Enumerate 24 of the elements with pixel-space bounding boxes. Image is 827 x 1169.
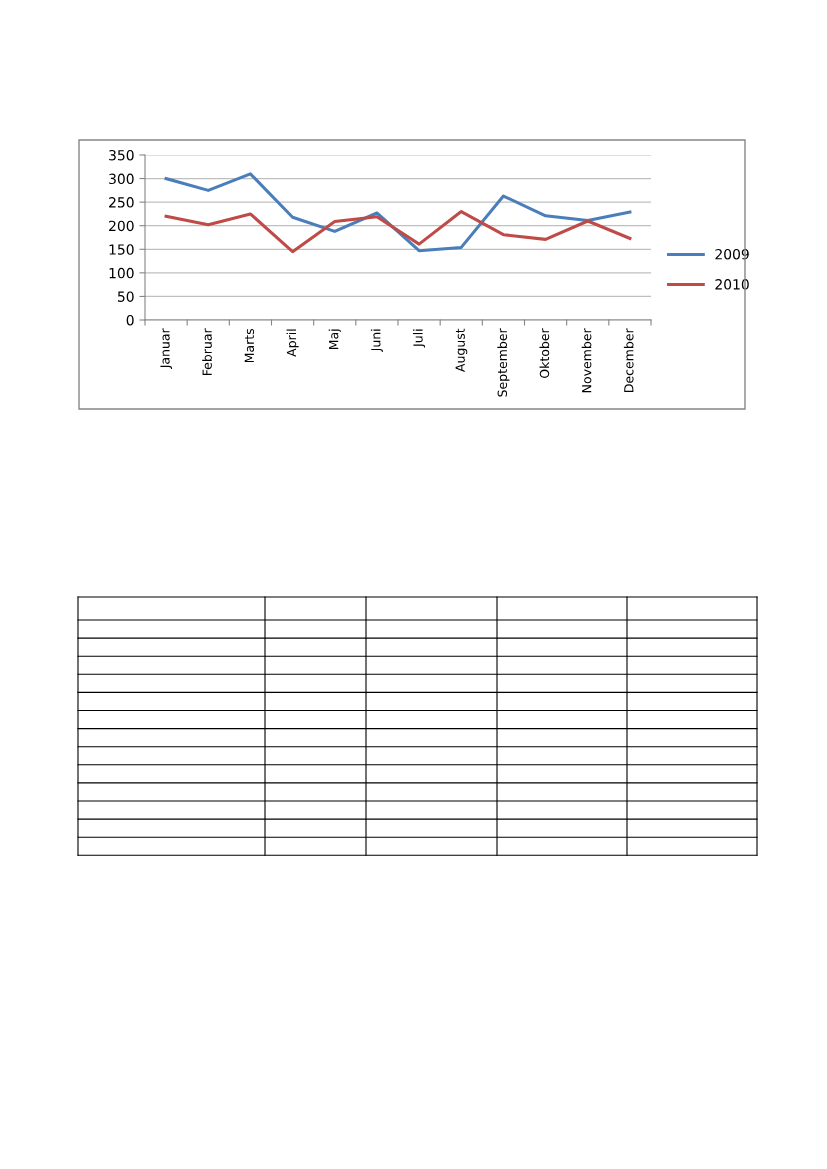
line-series bbox=[164, 172, 632, 253]
y-tick-label: 100 bbox=[109, 267, 134, 279]
x-tick-label: Maj bbox=[328, 329, 341, 350]
x-tick-label: December bbox=[623, 328, 634, 392]
x-tick-label: Oktober bbox=[539, 328, 550, 379]
line-series bbox=[164, 210, 632, 254]
x-tick-label: April bbox=[286, 329, 299, 357]
y-tick-label: 350 bbox=[109, 149, 134, 161]
y-tick-label: 250 bbox=[109, 197, 134, 208]
y-tick-label: 50 bbox=[117, 291, 134, 302]
legend-label: 2010 bbox=[715, 279, 749, 290]
x-tick-label: Januar bbox=[160, 328, 173, 369]
y-tick-label: 200 bbox=[109, 220, 134, 232]
legend-label: 2009 bbox=[715, 248, 749, 260]
x-tick-label: Juli bbox=[413, 329, 426, 348]
x-tick-label: August bbox=[455, 328, 468, 372]
x-tick-label: November bbox=[581, 328, 592, 393]
x-tick-label: September bbox=[497, 328, 510, 397]
x-tick-label: Marts bbox=[244, 328, 255, 363]
y-tick-label: 150 bbox=[109, 244, 134, 255]
x-tick-label: Juni bbox=[370, 329, 383, 352]
x-tick-label: Februar bbox=[202, 328, 212, 376]
y-tick-label: 0 bbox=[126, 314, 134, 326]
y-tick-label: 300 bbox=[109, 173, 134, 185]
